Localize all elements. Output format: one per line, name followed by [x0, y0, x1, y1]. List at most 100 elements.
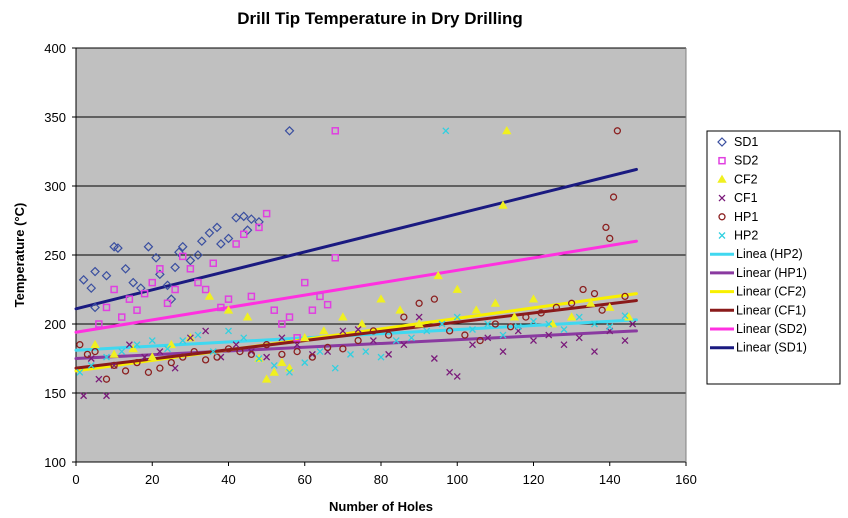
point-hp2-34 [575, 313, 583, 321]
point-sd2-29 [316, 292, 324, 301]
point-sd1-25 [242, 225, 253, 236]
point-hp1-9 [167, 358, 175, 367]
point-cf1-27 [453, 372, 461, 380]
y-tick-label-250: 250 [44, 248, 66, 263]
point-cf2-2 [128, 344, 138, 353]
point-hp1-8 [156, 364, 164, 372]
point-cf2-18 [376, 294, 386, 303]
point-hp1-45 [621, 292, 629, 301]
point-cf1-35 [575, 334, 583, 342]
point-sd2-0 [95, 320, 103, 328]
point-hp1-28 [430, 295, 439, 303]
point-hp1-22 [339, 345, 347, 353]
point-sd1-18 [196, 236, 207, 247]
point-sd1-20 [212, 222, 222, 233]
point-sd2-27 [301, 278, 309, 287]
point-sd1-10 [151, 252, 161, 263]
legend: SD1 SD2 CF2 CF1 HP1 HP2 Linea (HP2) Linear (HP1… [706, 130, 841, 385]
point-hp1-3 [102, 375, 111, 383]
point-cf2-21 [433, 270, 443, 280]
chart-title: Drill Tip Temperature in Dry Drilling [237, 9, 523, 28]
point-cf2-1 [109, 349, 119, 358]
point-cf1-9 [186, 334, 194, 342]
point-hp2-0 [76, 368, 84, 376]
point-cf2-26 [509, 312, 520, 321]
point-cf1-29 [484, 334, 492, 342]
point-sd2-10 [171, 285, 179, 294]
legend-marker-hp2 [718, 232, 726, 239]
point-hp2-4 [133, 341, 141, 349]
point-cf2-27 [528, 294, 539, 303]
point-cf2-15 [319, 326, 329, 335]
legend-label-trend-3: Linear (CF1) [736, 303, 806, 317]
point-cf1-39 [629, 320, 637, 328]
point-hp2-37 [621, 312, 629, 320]
point-hp1-33 [506, 323, 515, 331]
point-cf2-0 [90, 339, 100, 349]
point-hp1-39 [590, 289, 599, 298]
point-cf1-26 [446, 368, 454, 376]
point-hp2-14 [286, 368, 293, 376]
point-cf1-38 [621, 337, 629, 345]
point-hp1-37 [567, 299, 576, 307]
point-hp2-22 [408, 334, 415, 342]
point-cf1-10 [202, 327, 210, 335]
point-sd2-23 [270, 306, 278, 314]
point-cf2-25 [498, 200, 508, 209]
point-hp2-30 [514, 323, 522, 331]
legend-marker-sd2 [718, 156, 726, 165]
point-hp1-13 [213, 353, 221, 361]
point-sd2-26 [293, 334, 301, 342]
point-sd1-8 [135, 283, 146, 293]
point-hp1-29 [445, 327, 454, 335]
point-sd2-21 [255, 223, 263, 232]
point-hp1-17 [262, 341, 271, 349]
point-cf1-20 [354, 326, 362, 333]
point-sd2-9 [163, 299, 172, 308]
point-cf2-19 [395, 305, 405, 314]
point-sd1-0 [78, 274, 89, 285]
point-hp2-8 [194, 331, 202, 339]
point-cf1-22 [385, 350, 393, 358]
point-hp1-41 [606, 234, 614, 243]
point-cf1-12 [232, 341, 240, 349]
point-cf1-33 [545, 331, 553, 339]
point-hp2-36 [606, 323, 614, 331]
point-sd1-1 [86, 283, 97, 293]
point-hp1-44 [613, 127, 622, 135]
legend-marker-cf1 [718, 194, 726, 202]
trendline-4 [74, 239, 638, 334]
point-sd2-32 [331, 127, 339, 135]
point-hp2-10 [225, 327, 232, 335]
legend-label-cf2: CF2 [734, 172, 758, 186]
axes [72, 47, 687, 466]
point-hp2-9 [209, 348, 217, 356]
point-sd2-24 [278, 320, 286, 328]
point-sd1-2 [90, 266, 100, 277]
y-tick-label-150: 150 [44, 386, 66, 401]
point-cf1-6 [141, 353, 149, 361]
point-hp1-31 [476, 336, 484, 345]
point-cf1-8 [171, 364, 179, 372]
point-sd2-14 [201, 285, 210, 294]
point-cf2-12 [277, 357, 287, 367]
point-hp2-28 [484, 320, 492, 328]
point-hp1-30 [461, 331, 469, 339]
point-hp2-2 [103, 353, 110, 361]
point-hp1-36 [552, 303, 561, 312]
point-cf1-2 [95, 375, 103, 383]
point-sd1-5 [113, 243, 123, 253]
point-cf1-23 [400, 341, 408, 349]
point-sd1-21 [216, 239, 226, 249]
point-sd2-7 [148, 278, 156, 287]
point-hp2-35 [591, 320, 598, 328]
point-hp2-25 [442, 127, 450, 135]
point-sd1-12 [162, 280, 173, 291]
point-cf2-4 [166, 339, 177, 349]
point-hp1-24 [369, 327, 378, 335]
point-hp1-0 [76, 341, 84, 349]
point-sd2-30 [323, 300, 332, 309]
point-cf1-0 [80, 392, 88, 400]
point-hp1-18 [278, 350, 286, 359]
point-hp1-38 [579, 285, 587, 294]
